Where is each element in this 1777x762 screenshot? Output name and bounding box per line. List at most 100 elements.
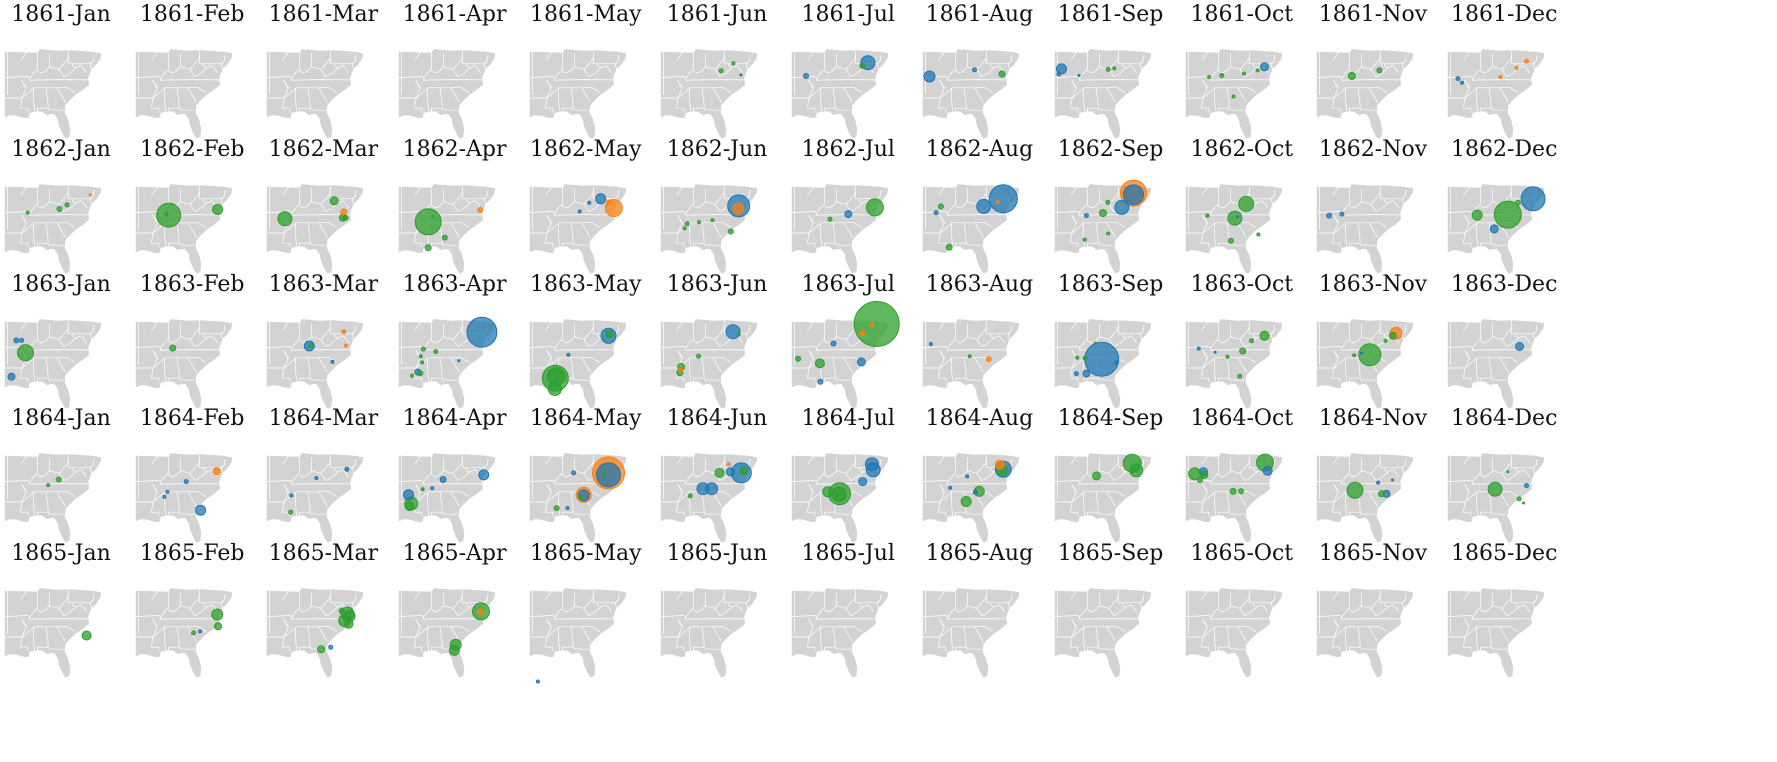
panel-map (4, 183, 102, 274)
panel-title: 1861-Jan (11, 2, 111, 27)
event-marker-blue (989, 184, 1019, 214)
state-border (703, 377, 720, 381)
state-border (660, 210, 687, 213)
panel-map (398, 183, 495, 274)
event-marker-green (866, 198, 885, 217)
event-marker-blue (817, 378, 824, 385)
event-marker-blue (1083, 212, 1089, 218)
state-border (1239, 56, 1250, 70)
state-border (221, 324, 226, 334)
state-border (1332, 590, 1340, 600)
land-mass (1316, 588, 1414, 678)
state-border (179, 647, 196, 650)
state-border (714, 325, 725, 340)
state-border (545, 321, 552, 331)
state-border (136, 76, 162, 78)
panel-map (1447, 318, 1545, 409)
month-panel: 1861-May (512, 0, 660, 154)
state-border (1069, 349, 1079, 382)
event-marker-blue (803, 73, 810, 79)
state-border (1331, 214, 1341, 248)
state-border (1082, 492, 1085, 516)
state-border (318, 357, 328, 372)
state-border (47, 242, 64, 246)
event-marker-green (831, 487, 847, 503)
state-border (546, 484, 551, 492)
panel-map (4, 588, 102, 678)
state-border (19, 619, 29, 652)
state-border (1401, 55, 1407, 65)
state-border (30, 469, 87, 483)
event-marker-blue (1515, 341, 1525, 351)
month-panel: 1861-Jul (774, 0, 922, 154)
state-border (321, 595, 332, 609)
state-border (21, 484, 26, 492)
state-border (820, 222, 823, 246)
state-border (1200, 484, 1210, 517)
land-mass (529, 183, 627, 274)
panel-title: 1865-Sep (1057, 541, 1164, 567)
state-border (452, 595, 463, 609)
state-border (948, 65, 1006, 78)
state-border (1464, 79, 1469, 88)
panel-map (660, 318, 758, 409)
state-border (1097, 242, 1114, 246)
state-border (30, 334, 87, 348)
state-border (221, 189, 226, 199)
state-border (152, 79, 157, 88)
state-border (1370, 56, 1381, 70)
state-border (553, 348, 614, 351)
panel-title: 1862-Mar (268, 136, 379, 162)
event-marker-green (1225, 354, 1230, 359)
state-border (1228, 647, 1245, 650)
state-border (352, 198, 355, 205)
state-border (161, 65, 219, 78)
panel-map (398, 316, 497, 409)
state-border (677, 214, 682, 223)
event-marker-green (419, 359, 424, 364)
state-border (939, 619, 945, 627)
event-marker-blue (183, 479, 189, 485)
month-panel: 1862-Dec (1430, 135, 1578, 289)
state-border (1480, 87, 1492, 112)
state-border (1239, 595, 1250, 609)
land-mass (1316, 49, 1414, 139)
state-border (1473, 65, 1531, 78)
panel-title: 1865-Nov (1318, 541, 1428, 567)
panel-map (1447, 453, 1545, 544)
state-border (977, 460, 988, 475)
event-marker-blue (13, 336, 20, 343)
event-marker-blue (1083, 341, 1119, 377)
event-marker-green (424, 244, 432, 252)
event-marker-blue (865, 457, 880, 472)
state-border (1201, 456, 1208, 465)
state-border (544, 214, 554, 248)
state-border (1213, 87, 1216, 111)
land-mass (660, 588, 758, 678)
month-panel: 1863-May (512, 270, 660, 424)
state-border (1342, 200, 1399, 213)
state-border (1533, 594, 1538, 604)
event-marker-green (211, 608, 224, 621)
panel-title: 1861-Apr (402, 2, 507, 27)
panel-map (267, 318, 364, 409)
panel-map (529, 49, 627, 139)
panel-map (1054, 453, 1151, 544)
panel-title: 1865-Dec (1450, 541, 1558, 567)
state-border (318, 492, 328, 507)
state-border (807, 79, 816, 113)
panel-map (135, 318, 233, 409)
state-border (152, 484, 157, 492)
state-border (1359, 647, 1376, 650)
panel-title: 1862-Feb (139, 136, 245, 162)
panel-title: 1863-Mar (268, 271, 379, 297)
state-border (938, 186, 946, 196)
land-mass (1447, 588, 1545, 678)
event-marker-blue (1339, 211, 1345, 217)
state-border (1070, 349, 1076, 358)
month-panel: 1865-Feb (118, 539, 266, 693)
state-border (792, 480, 818, 483)
state-border (152, 349, 157, 358)
state-border (1106, 492, 1116, 507)
state-border (1368, 222, 1378, 238)
